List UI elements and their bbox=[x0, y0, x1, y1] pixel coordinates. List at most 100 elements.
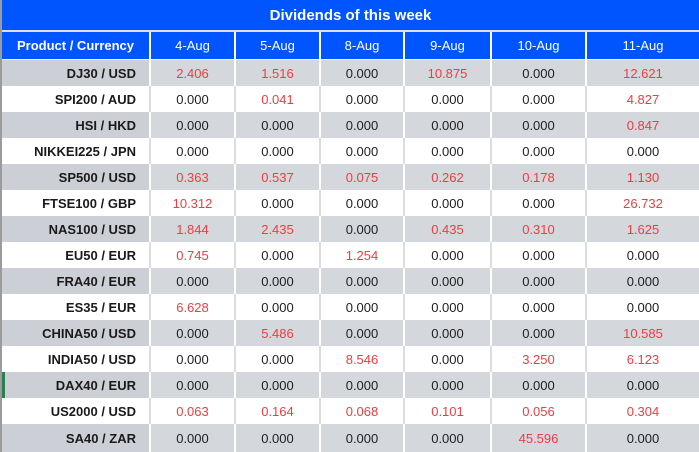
table-row: INDIA50 / USD 0.000 0.000 8.546 0.000 3.250 6.… bbox=[2, 346, 699, 372]
table-row: CHINA50 / USD 0.000 5.486 0.000 0.000 0.000 10… bbox=[2, 320, 699, 346]
product-cell: DJ30 / USD bbox=[2, 59, 151, 86]
dividend-value-cell: 0.000 bbox=[586, 294, 699, 320]
dividend-value-cell: 0.000 bbox=[491, 242, 587, 268]
col-header-date-2: 5-Aug bbox=[235, 32, 321, 60]
table-row: ES35 / EUR 6.628 0.000 0.000 0.000 0.000 0.000 bbox=[2, 294, 699, 320]
dividend-value-cell: 0.000 bbox=[491, 268, 587, 294]
dividend-value-cell: 0.000 bbox=[586, 242, 699, 268]
dividend-value-cell: 0.304 bbox=[586, 398, 699, 424]
dividend-value-cell: 1.130 bbox=[586, 164, 699, 190]
table-row: SA40 / ZAR 0.000 0.000 0.000 0.000 45.596 0.00… bbox=[2, 424, 699, 452]
dividend-value-cell: 2.435 bbox=[235, 216, 321, 242]
dividend-value-cell: 0.000 bbox=[404, 138, 492, 164]
dividend-value-cell: 0.000 bbox=[320, 372, 405, 398]
dividend-value-cell: 6.628 bbox=[150, 294, 236, 320]
dividend-value-cell: 0.745 bbox=[150, 242, 236, 268]
dividend-value-cell: 0.000 bbox=[320, 86, 405, 112]
dividend-value-cell: 0.000 bbox=[150, 346, 236, 372]
dividend-value-cell: 0.000 bbox=[150, 86, 236, 112]
dividend-value-cell: 0.000 bbox=[491, 59, 587, 86]
dividend-value-cell: 0.537 bbox=[235, 164, 321, 190]
dividend-value-cell: 0.000 bbox=[404, 320, 492, 346]
dividend-value-cell: 0.000 bbox=[150, 320, 236, 346]
dividend-value-cell: 0.000 bbox=[235, 190, 321, 216]
dividend-value-cell: 0.000 bbox=[235, 138, 321, 164]
dividend-value-cell: 0.000 bbox=[235, 242, 321, 268]
dividend-value-cell: 0.000 bbox=[404, 424, 492, 452]
dividend-value-cell: 1.625 bbox=[586, 216, 699, 242]
dividend-value-cell: 0.310 bbox=[491, 216, 587, 242]
table-row: SP500 / USD 0.363 0.537 0.075 0.262 0.178 1.13… bbox=[2, 164, 699, 190]
dividend-value-cell: 1.516 bbox=[235, 59, 321, 86]
dividend-value-cell: 0.000 bbox=[235, 268, 321, 294]
dividend-value-cell: 0.000 bbox=[320, 268, 405, 294]
dividend-value-cell: 0.000 bbox=[586, 138, 699, 164]
dividend-value-cell: 0.178 bbox=[491, 164, 587, 190]
dividend-value-cell: 0.262 bbox=[404, 164, 492, 190]
widget-title: Dividends of this week bbox=[2, 0, 699, 32]
dividend-value-cell: 0.000 bbox=[235, 346, 321, 372]
dividend-value-cell: 0.000 bbox=[320, 320, 405, 346]
dividend-value-cell: 0.056 bbox=[491, 398, 587, 424]
product-cell: SP500 / USD bbox=[2, 164, 151, 190]
dividends-table: Product / Currency 4-Aug 5-Aug 8-Aug 9-A… bbox=[2, 32, 699, 452]
product-cell: NIKKEI225 / JPN bbox=[2, 138, 151, 164]
dividend-value-cell: 0.000 bbox=[491, 112, 587, 138]
dividend-value-cell: 0.000 bbox=[235, 294, 321, 320]
dividend-value-cell: 2.406 bbox=[150, 59, 236, 86]
product-cell: FRA40 / EUR bbox=[2, 268, 151, 294]
product-cell: SPI200 / AUD bbox=[2, 86, 151, 112]
dividend-value-cell: 0.000 bbox=[320, 190, 405, 216]
dividend-value-cell: 0.000 bbox=[320, 138, 405, 164]
dividend-value-cell: 0.041 bbox=[235, 86, 321, 112]
product-cell: EU50 / EUR bbox=[2, 242, 151, 268]
dividend-value-cell: 0.000 bbox=[320, 112, 405, 138]
dividend-value-cell: 0.000 bbox=[235, 112, 321, 138]
dividend-value-cell: 0.000 bbox=[150, 268, 236, 294]
dividend-value-cell: 0.000 bbox=[404, 268, 492, 294]
table-body: DJ30 / USD 2.406 1.516 0.000 10.875 0.000 12.6… bbox=[2, 59, 699, 452]
table-row: NIKKEI225 / JPN 0.000 0.000 0.000 0.000 0.000… bbox=[2, 138, 699, 164]
dividend-value-cell: 0.000 bbox=[150, 424, 236, 452]
dividend-value-cell: 8.546 bbox=[320, 346, 405, 372]
dividend-value-cell: 1.254 bbox=[320, 242, 405, 268]
dividend-value-cell: 0.000 bbox=[404, 346, 492, 372]
dividend-value-cell: 4.827 bbox=[586, 86, 699, 112]
dividend-value-cell: 0.435 bbox=[404, 216, 492, 242]
dividend-value-cell: 10.585 bbox=[586, 320, 699, 346]
product-cell: ES35 / EUR bbox=[2, 294, 151, 320]
product-cell: SA40 / ZAR bbox=[2, 424, 151, 452]
dividend-value-cell: 0.363 bbox=[150, 164, 236, 190]
dividend-value-cell: 0.000 bbox=[404, 190, 492, 216]
table-row: DJ30 / USD 2.406 1.516 0.000 10.875 0.000 12.6… bbox=[2, 59, 699, 86]
dividend-value-cell: 12.621 bbox=[586, 59, 699, 86]
product-cell: US2000 / USD bbox=[2, 398, 151, 424]
dividend-value-cell: 0.000 bbox=[586, 372, 699, 398]
table-row: FRA40 / EUR 0.000 0.000 0.000 0.000 0.000 0.00… bbox=[2, 268, 699, 294]
col-header-date-3: 8-Aug bbox=[320, 32, 405, 60]
dividend-value-cell: 0.075 bbox=[320, 164, 405, 190]
table-row: FTSE100 / GBP 10.312 0.000 0.000 0.000 0.000 2… bbox=[2, 190, 699, 216]
dividend-value-cell: 1.844 bbox=[150, 216, 236, 242]
col-header-date-5: 10-Aug bbox=[491, 32, 587, 60]
product-cell: DAX40 / EUR bbox=[2, 372, 151, 398]
dividend-value-cell: 0.000 bbox=[491, 190, 587, 216]
dividend-value-cell: 0.063 bbox=[150, 398, 236, 424]
dividend-value-cell: 0.164 bbox=[235, 398, 321, 424]
table-row: HSI / HKD 0.000 0.000 0.000 0.000 0.000 0.847 bbox=[2, 112, 699, 138]
dividend-value-cell: 0.000 bbox=[404, 372, 492, 398]
dividend-value-cell: 0.000 bbox=[586, 268, 699, 294]
dividend-value-cell: 0.000 bbox=[404, 242, 492, 268]
dividend-value-cell: 0.000 bbox=[491, 294, 587, 320]
product-cell: FTSE100 / GBP bbox=[2, 190, 151, 216]
dividend-value-cell: 0.000 bbox=[320, 216, 405, 242]
dividend-value-cell: 0.000 bbox=[491, 86, 587, 112]
table-row: EU50 / EUR 0.745 0.000 1.254 0.000 0.000 0.000 bbox=[2, 242, 699, 268]
dividend-value-cell: 26.732 bbox=[586, 190, 699, 216]
header-row: Product / Currency 4-Aug 5-Aug 8-Aug 9-A… bbox=[2, 32, 699, 60]
dividend-value-cell: 0.847 bbox=[586, 112, 699, 138]
dividend-value-cell: 6.123 bbox=[586, 346, 699, 372]
dividend-value-cell: 10.312 bbox=[150, 190, 236, 216]
table-row: SPI200 / AUD 0.000 0.041 0.000 0.000 0.000 4.8… bbox=[2, 86, 699, 112]
table-row: US2000 / USD 0.063 0.164 0.068 0.101 0.056 0.3… bbox=[2, 398, 699, 424]
